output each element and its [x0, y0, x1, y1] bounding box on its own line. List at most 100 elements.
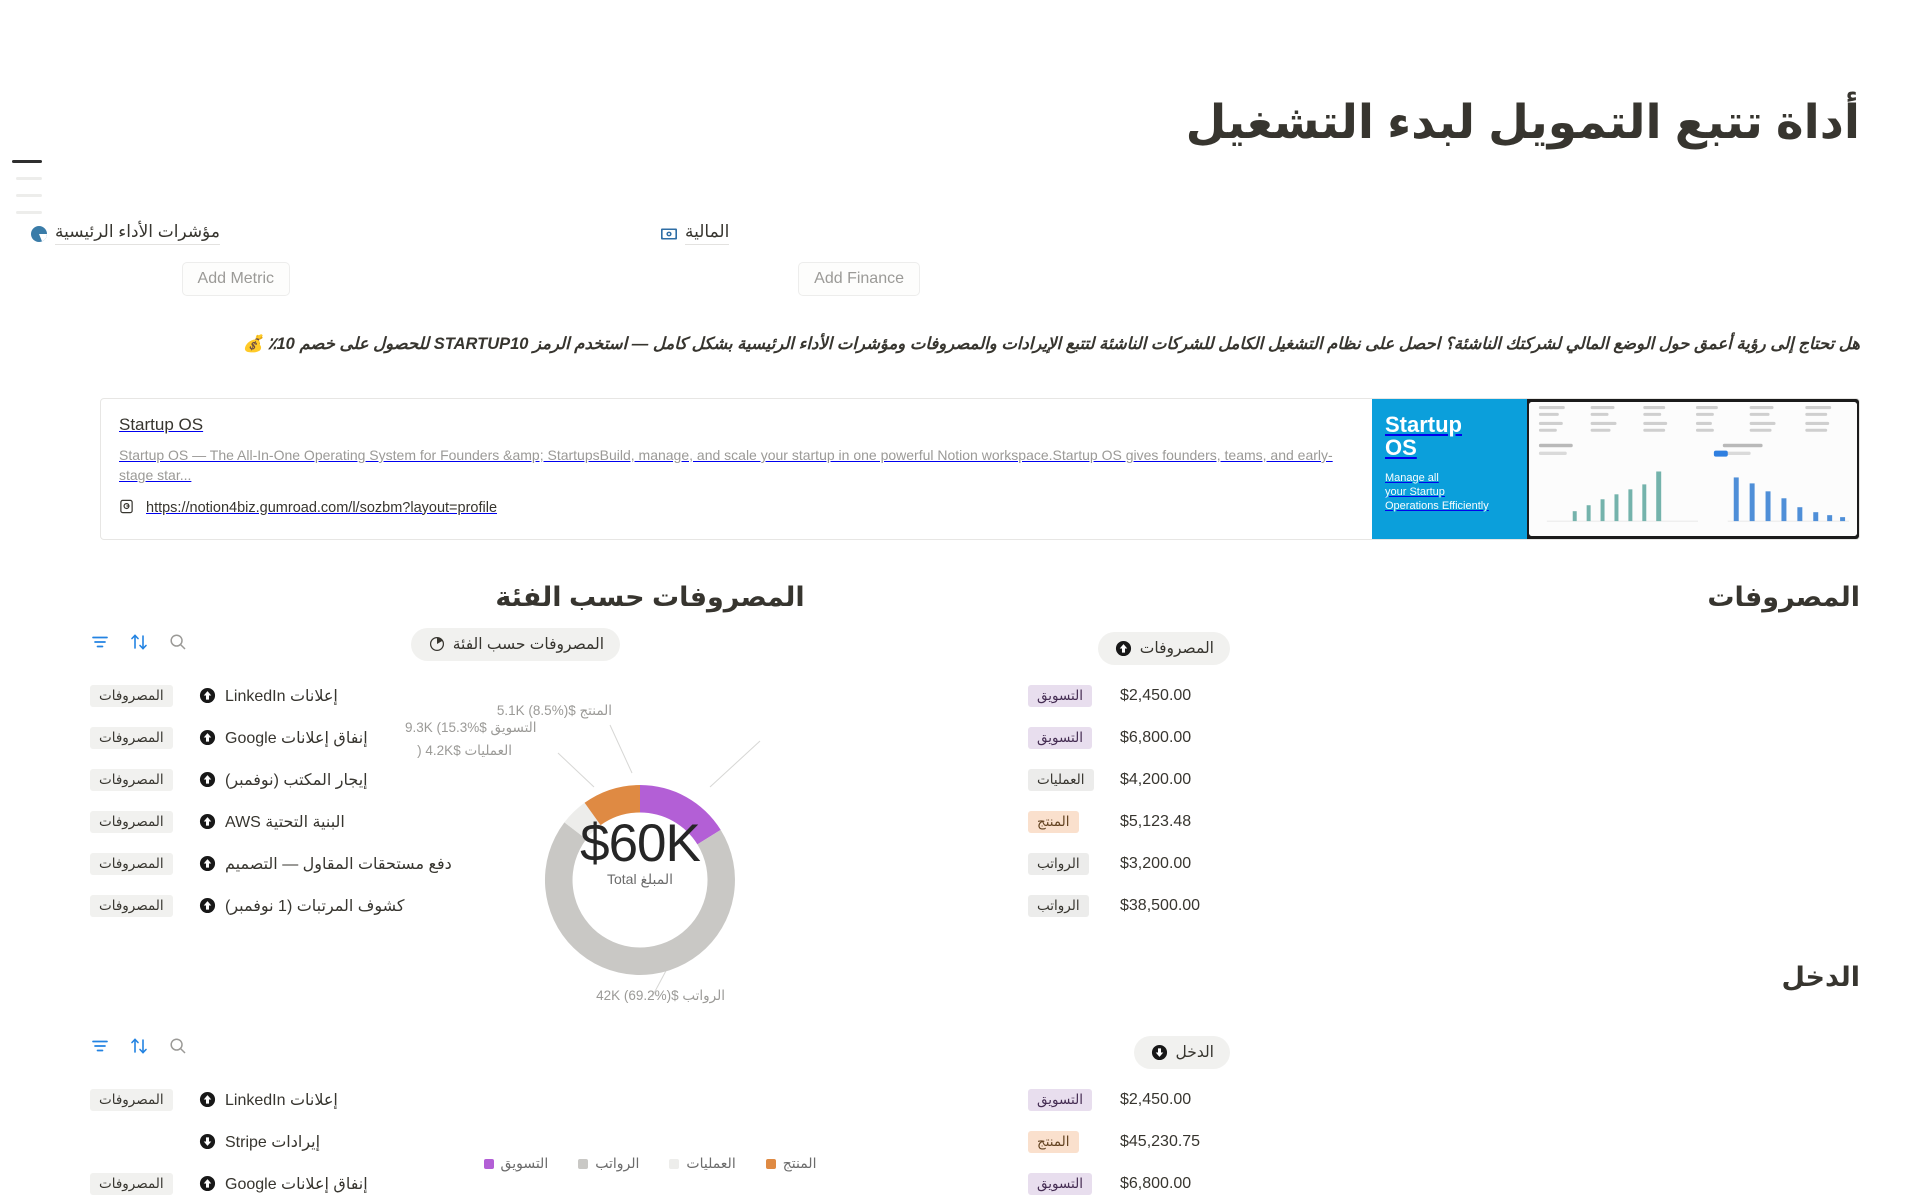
money-icon	[660, 225, 678, 243]
table-row[interactable]: المصروفات البنية التحتية AWS المنتج $5,123.…	[90, 801, 1230, 843]
add-finance-button[interactable]: Add Finance	[798, 262, 920, 296]
row-category-tag[interactable]: التسويق	[1028, 1173, 1092, 1195]
toc-line[interactable]	[16, 194, 42, 197]
expenses-view-tab[interactable]: المصروفات	[1097, 632, 1230, 665]
row-source-chip[interactable]: المصروفات	[90, 685, 173, 707]
search-icon[interactable]	[168, 1036, 188, 1056]
row-source-chip-cell: المصروفات	[90, 727, 198, 749]
legend-item[interactable]: المنتج	[765, 1155, 816, 1172]
table-row[interactable]: المصروفات إعلانات LinkedIn التسويق $2,450.0…	[90, 1079, 1230, 1121]
expenses-toolbar-icons	[90, 632, 188, 652]
chart-view-tab[interactable]: المصروفات حسب الفئة	[410, 628, 620, 661]
row-title[interactable]: إيرادات Stripe	[225, 1134, 321, 1151]
search-icon[interactable]	[168, 632, 188, 652]
income-view-tab[interactable]: الدخل	[1133, 1036, 1230, 1069]
row-amount[interactable]: $3,200.00	[1120, 855, 1192, 872]
bookmark-thumb-subtitle: Manage all your Startup Operations Efficie…	[1385, 471, 1489, 512]
expenses-heading: المصروفات	[1707, 582, 1860, 612]
income-toolbar: الدخل	[0, 1036, 1920, 1072]
row-source-chip[interactable]: المصروفات	[90, 727, 173, 749]
arrow-up-circle-icon	[198, 1175, 216, 1193]
table-row[interactable]: المصروفات إيجار المكتب (نوفمبر) العمليات $4…	[90, 759, 1230, 801]
table-row[interactable]: المصروفات إعلانات LinkedIn التسويق $2,450.0…	[90, 675, 1230, 717]
row-title[interactable]: البنية التحتية AWS	[225, 814, 345, 831]
row-category-cell: التسويق	[1028, 727, 1120, 749]
legend-label: العمليات	[686, 1155, 736, 1171]
row-amount[interactable]: $2,450.00	[1120, 1091, 1192, 1108]
arrow-up-circle-icon	[1114, 640, 1132, 658]
row-category-tag[interactable]: الرواتب	[1028, 895, 1089, 917]
table-row[interactable]: المصروفات إنفاق إعلانات Google التسويق $6,8…	[90, 1163, 1230, 1199]
table-of-contents-indicator[interactable]	[8, 160, 42, 228]
row-category-tag[interactable]: العمليات	[1028, 769, 1094, 791]
row-source-chip[interactable]: المصروفات	[90, 853, 173, 875]
legend-item[interactable]: التسويق	[483, 1155, 548, 1172]
row-category-tag[interactable]: الرواتب	[1028, 853, 1089, 875]
row-category-tag[interactable]: المنتج	[1028, 811, 1079, 833]
row-title[interactable]: إعلانات LinkedIn	[225, 1092, 338, 1109]
sort-icon[interactable]	[129, 1036, 149, 1056]
row-title-cell: البنية التحتية AWS	[198, 812, 1028, 832]
table-row[interactable]: المصروفات كشوف المرتبات (1 نوفمبر) الرواتب…	[90, 885, 1230, 927]
donut-label-marketing: التسويق $9.3K (15.3%	[405, 720, 537, 735]
legend-item[interactable]: الرواتب	[578, 1155, 639, 1172]
property-kpi-label: مؤشرات الأداء الرئيسية	[55, 222, 220, 245]
toc-line[interactable]	[16, 177, 42, 180]
row-amount[interactable]: $6,800.00	[1120, 729, 1192, 746]
row-amount[interactable]: $6,800.00	[1120, 1175, 1192, 1192]
toc-line[interactable]	[12, 160, 42, 163]
table-row[interactable]: إيرادات Stripe المنتج $45,230.75	[90, 1121, 1230, 1163]
dashboard-preview-image	[1529, 402, 1857, 536]
table-row[interactable]: المصروفات دفع مستحقات المقاول — التصميم ال…	[90, 843, 1230, 885]
row-source-chip[interactable]: المصروفات	[90, 1173, 173, 1195]
bookmark-text: Startup OS Startup OS — The All-In-One O…	[101, 399, 1372, 539]
row-title[interactable]: إنفاق إعلانات Google	[225, 730, 368, 747]
pie-chart-icon	[30, 225, 48, 243]
legend-swatch	[669, 1158, 680, 1169]
table-row[interactable]: المصروفات إنفاق إعلانات Google التسويق $6,8…	[90, 717, 1230, 759]
row-amount[interactable]: $5,123.48	[1120, 813, 1192, 830]
row-category-cell: الرواتب	[1028, 895, 1120, 917]
add-metric-button[interactable]: Add Metric	[181, 262, 290, 296]
bookmark-card[interactable]: Startup OS Startup OS — The All-In-One O…	[100, 398, 1860, 540]
bookmark-thumbnail: Startup OS Manage all your Startup Operatio…	[1372, 399, 1859, 539]
row-source-chip[interactable]: المصروفات	[90, 1089, 173, 1111]
row-source-chip[interactable]: المصروفات	[90, 811, 173, 833]
row-source-chip[interactable]: المصروفات	[90, 895, 173, 917]
row-source-chip-cell: المصروفات	[90, 685, 198, 707]
property-finance-header[interactable]: المالية	[660, 222, 920, 245]
row-source-chip-cell: المصروفات	[90, 769, 198, 791]
row-amount[interactable]: $45,230.75	[1120, 1133, 1201, 1150]
legend-label: الرواتب	[595, 1155, 640, 1171]
row-category-tag[interactable]: التسويق	[1028, 1089, 1092, 1111]
row-title[interactable]: كشوف المرتبات (1 نوفمبر)	[225, 898, 405, 915]
bookmark-url: https://notion4biz.gumroad.com/l/sozbm?l…	[146, 499, 498, 516]
toc-line[interactable]	[16, 211, 42, 214]
row-title[interactable]: إيجار المكتب (نوفمبر)	[225, 772, 368, 789]
property-kpi-header[interactable]: مؤشرات الأداء الرئيسية	[30, 222, 290, 245]
sort-icon[interactable]	[129, 632, 149, 652]
row-title[interactable]: إعلانات LinkedIn	[225, 688, 338, 705]
legend-item[interactable]: العمليات	[669, 1155, 736, 1172]
row-source-chip-cell: المصروفات	[90, 811, 198, 833]
row-title[interactable]: إنفاق إعلانات Google	[225, 1176, 368, 1193]
row-category-tag[interactable]: المنتج	[1028, 1131, 1079, 1153]
row-amount[interactable]: $2,450.00	[1120, 687, 1192, 704]
row-title[interactable]: دفع مستحقات المقاول — التصميم	[225, 856, 452, 873]
arrow-up-circle-icon	[198, 729, 216, 747]
row-category-tag[interactable]: التسويق	[1028, 727, 1092, 749]
row-amount[interactable]: $38,500.00	[1120, 897, 1201, 914]
row-category-tag[interactable]: التسويق	[1028, 685, 1092, 707]
row-title-cell: إعلانات LinkedIn	[198, 686, 1028, 706]
arrow-up-circle-icon	[198, 771, 216, 789]
donut-label-salaries: الرواتب $42K (69.2%)	[596, 988, 725, 1003]
row-category-cell: المنتج	[1028, 811, 1120, 833]
filter-icon[interactable]	[90, 632, 110, 652]
arrow-up-circle-icon	[198, 855, 216, 873]
donut-label-operations: العمليات $4.2K (	[417, 743, 512, 758]
row-category-cell: الرواتب	[1028, 853, 1120, 875]
legend-swatch	[765, 1158, 776, 1169]
row-source-chip[interactable]: المصروفات	[90, 769, 173, 791]
filter-icon[interactable]	[90, 1036, 110, 1056]
row-amount[interactable]: $4,200.00	[1120, 771, 1192, 788]
